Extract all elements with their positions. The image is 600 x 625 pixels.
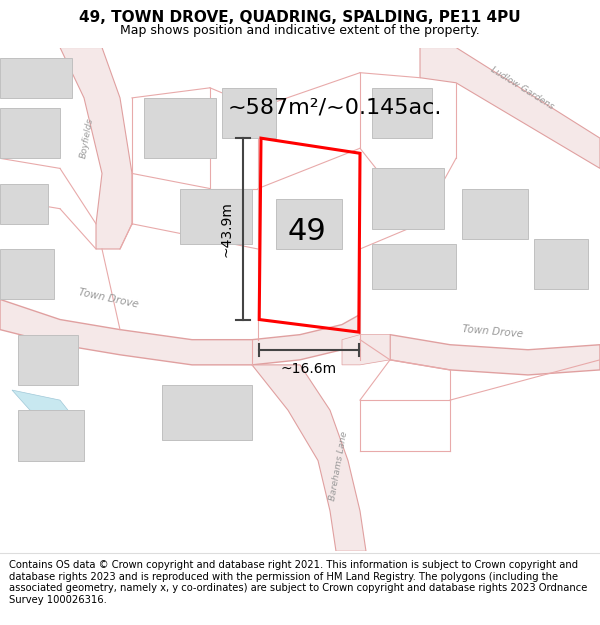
Polygon shape [0,299,360,365]
Polygon shape [12,390,72,415]
Polygon shape [462,189,528,239]
Polygon shape [372,244,456,289]
Text: Ludlow Gardens: Ludlow Gardens [489,65,555,111]
Polygon shape [18,334,78,385]
Text: Barehams Lane: Barehams Lane [328,430,350,501]
Polygon shape [0,58,72,98]
Text: Boyfields: Boyfields [79,117,95,159]
Polygon shape [222,88,276,138]
Text: Contains OS data © Crown copyright and database right 2021. This information is : Contains OS data © Crown copyright and d… [9,560,587,605]
Polygon shape [60,48,132,249]
Polygon shape [420,48,600,168]
Polygon shape [372,168,444,229]
Polygon shape [342,334,390,365]
Polygon shape [252,365,366,551]
Polygon shape [0,249,54,299]
Text: ~16.6m: ~16.6m [281,362,337,376]
Polygon shape [372,88,432,138]
Polygon shape [534,239,588,289]
Text: Map shows position and indicative extent of the property.: Map shows position and indicative extent… [120,24,480,37]
Polygon shape [0,184,48,224]
Polygon shape [276,199,342,249]
Polygon shape [180,189,252,244]
Text: 49: 49 [288,217,326,246]
Polygon shape [144,98,216,158]
Polygon shape [0,108,60,158]
Polygon shape [162,385,252,441]
Text: Town Drove: Town Drove [462,324,524,339]
Polygon shape [390,334,600,375]
Text: 49, TOWN DROVE, QUADRING, SPALDING, PE11 4PU: 49, TOWN DROVE, QUADRING, SPALDING, PE11… [79,11,521,26]
Text: ~43.9m: ~43.9m [220,201,233,257]
Polygon shape [18,410,84,461]
Text: Town Drove: Town Drove [78,287,140,309]
Text: ~587m²/~0.145ac.: ~587m²/~0.145ac. [228,98,442,118]
